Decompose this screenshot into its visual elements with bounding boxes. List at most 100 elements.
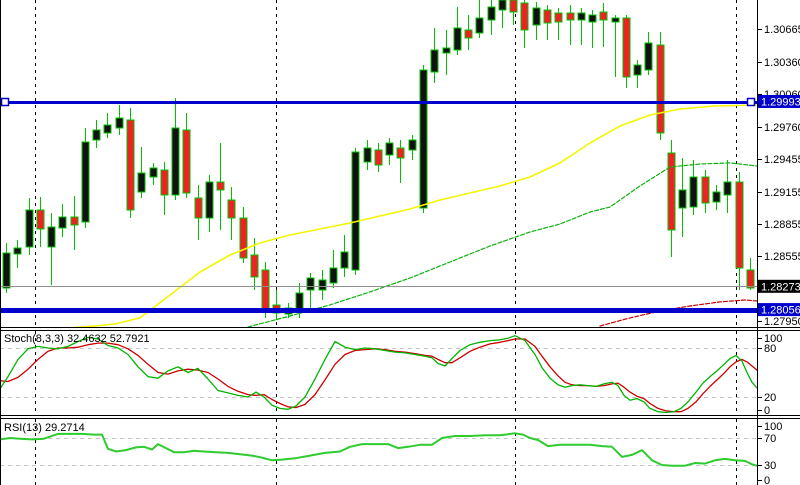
bull-candle	[25, 209, 34, 248]
rsi-levels	[0, 438, 757, 466]
bull-candle	[532, 7, 541, 26]
bull-candle	[329, 267, 338, 284]
bull-candle	[318, 279, 327, 291]
bear-candle	[735, 181, 744, 269]
rsi-indicator-label: RSI(13) 29.2714	[4, 422, 85, 434]
bull-candle	[723, 181, 732, 196]
bull-candle	[611, 17, 620, 23]
bull-candle	[47, 226, 56, 248]
bull-candle	[306, 277, 315, 291]
ma-yellow-line	[71, 104, 757, 327]
bear-candle	[701, 176, 710, 204]
bear-candle	[656, 44, 665, 134]
price-tag-label: 1.29993	[761, 97, 800, 109]
indicator-tick-label: 20	[764, 392, 776, 404]
rsi-line	[0, 432, 757, 467]
indicator-tick-label: 100	[764, 333, 782, 345]
bear-candle	[374, 149, 383, 166]
bear-candle	[182, 129, 191, 194]
indicator-tick-label: 80	[764, 343, 776, 355]
bear-candle	[746, 269, 755, 289]
price-tag	[758, 303, 800, 317]
bear-candle	[566, 12, 575, 21]
bear-candle	[554, 12, 563, 23]
bear-candle	[250, 254, 259, 278]
bull-candle	[487, 6, 496, 21]
bull-candle	[2, 252, 11, 289]
bull-candle	[103, 124, 112, 134]
bull-candle	[92, 129, 101, 141]
bull-candle	[442, 47, 451, 54]
line-handles[interactable]	[0, 97, 756, 107]
price-tick-label: 1.29455	[764, 154, 800, 166]
bear-candle	[239, 217, 248, 259]
bear-candle	[160, 169, 169, 196]
indicator-tick-label: 70	[764, 433, 776, 445]
price-tick-label: 1.29760	[764, 122, 800, 134]
price-tick-label: 1.30665	[764, 24, 800, 36]
bull-candle	[498, 0, 507, 11]
bull-candle	[58, 216, 67, 229]
price-tag	[758, 279, 800, 293]
price-tick-label: 1.28855	[764, 219, 800, 231]
bull-candle	[13, 247, 22, 255]
bear-candle	[509, 0, 518, 13]
indicator-tick-label: 100	[764, 421, 782, 433]
bear-candle	[70, 216, 79, 226]
bull-candle	[419, 69, 428, 209]
bull-candle	[430, 49, 439, 73]
bear-candle	[36, 209, 45, 230]
bull-candle	[149, 167, 158, 178]
ma-green-line	[247, 162, 757, 327]
bear-candle	[599, 11, 608, 21]
bear-candle	[216, 181, 225, 191]
stoch-k-line	[0, 335, 757, 414]
price-tag-label: 1.28273	[761, 281, 800, 293]
indicator-tick-label: 30	[764, 460, 776, 472]
bull-candle	[712, 191, 721, 203]
bull-candle	[351, 151, 360, 271]
bear-candle	[543, 9, 552, 24]
stoch-separators	[35, 331, 737, 415]
indicator-tick-label: 0	[764, 475, 770, 485]
bull-candle	[295, 292, 304, 311]
bull-candle	[588, 14, 597, 23]
bull-candle	[408, 139, 417, 151]
bull-candle	[633, 64, 642, 76]
bull-candle	[340, 251, 349, 269]
bear-candle	[261, 269, 270, 311]
bull-candle	[475, 17, 484, 34]
main-separators	[35, 0, 737, 327]
price-tick-label: 1.29155	[764, 187, 800, 199]
bull-candle	[644, 42, 653, 71]
bull-candle	[678, 189, 687, 209]
line-handle-right[interactable]	[746, 97, 756, 107]
bull-candle	[363, 147, 372, 163]
bear-candle	[227, 199, 236, 219]
price-tag	[758, 95, 800, 108]
bull-candle	[689, 176, 698, 208]
bull-candle	[171, 127, 180, 196]
line-handle-left[interactable]	[0, 97, 10, 107]
price-tick-label: 1.30360	[764, 57, 800, 69]
bear-candle	[194, 197, 203, 219]
ma-red-line	[599, 299, 757, 327]
bull-candle	[81, 141, 90, 223]
bull-candle	[137, 172, 146, 193]
stoch-indicator-label: Stoch(8,3,3) 32.4632 52.7921	[4, 333, 150, 345]
price-tick-label: 1.28555	[764, 251, 800, 263]
bear-candle	[464, 29, 473, 39]
price-axis: 1.306651.303601.300601.297601.294551.291…	[757, 24, 800, 328]
bull-candle	[115, 117, 124, 129]
bull-candle	[577, 12, 586, 21]
price-tag-label: 1.28056	[761, 305, 800, 317]
bear-candle	[667, 152, 676, 231]
bull-candle	[205, 181, 214, 219]
stoch-d-line	[0, 338, 757, 413]
candles-layer	[2, 0, 755, 320]
